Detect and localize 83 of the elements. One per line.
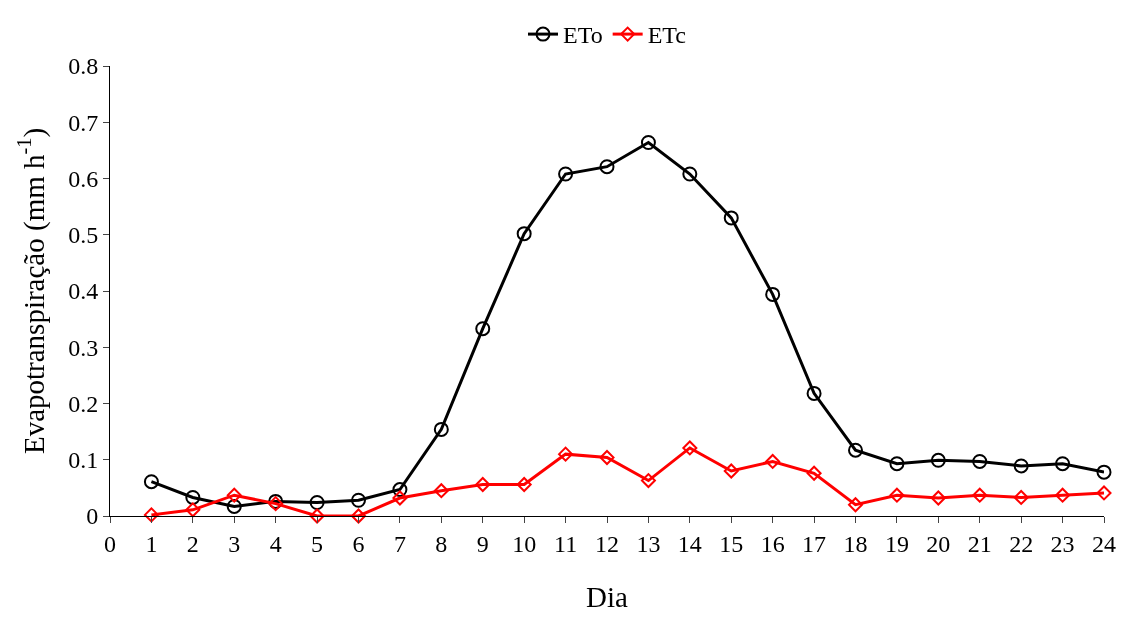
x-tick-label: 11 — [554, 530, 578, 557]
point — [848, 442, 863, 458]
point — [143, 507, 159, 523]
point — [392, 482, 408, 498]
y-tick-label: 0.5 — [68, 222, 99, 249]
point — [475, 321, 491, 337]
y-tick-label: 0.6 — [68, 165, 99, 192]
x-tick-label: 17 — [802, 530, 827, 557]
x-tick-label: 20 — [926, 530, 951, 557]
point — [889, 487, 905, 503]
point — [723, 463, 739, 479]
point — [640, 135, 656, 150]
x-tick-label: 21 — [967, 530, 992, 557]
x-tick-label: 10 — [512, 530, 537, 557]
point — [1096, 464, 1112, 480]
point — [930, 452, 946, 468]
point — [889, 456, 905, 472]
point — [475, 477, 491, 492]
legend-label: ETo — [563, 22, 603, 49]
point — [392, 490, 408, 506]
point — [599, 450, 615, 465]
y-tick-label: 0 — [86, 503, 99, 530]
point — [765, 286, 781, 302]
point — [682, 440, 698, 456]
point — [351, 492, 366, 508]
x-tick-label: 18 — [843, 530, 868, 557]
x-tick-label: 0 — [104, 530, 116, 557]
point — [806, 385, 822, 401]
point — [143, 474, 159, 490]
point — [640, 473, 656, 489]
point — [930, 490, 946, 506]
point — [972, 453, 988, 469]
point — [1096, 485, 1112, 501]
point — [682, 166, 698, 182]
point — [765, 453, 781, 469]
x-tick-label: 23 — [1050, 530, 1075, 557]
point — [848, 497, 863, 513]
point — [599, 159, 615, 175]
y-tick-label: 0.4 — [68, 278, 99, 305]
x-tick-label: 5 — [311, 530, 324, 557]
x-tick-label: 15 — [719, 530, 744, 557]
y-tick-label: 0.7 — [68, 109, 99, 136]
point — [972, 487, 988, 503]
x-axis-title: Dia — [586, 580, 629, 613]
x-tick-label: 2 — [186, 530, 199, 557]
y-tick-label: 0.3 — [68, 334, 99, 361]
point — [185, 502, 201, 518]
point — [185, 489, 201, 505]
point — [226, 487, 242, 503]
point — [226, 498, 242, 514]
y-tick-label: 0.8 — [68, 53, 99, 80]
point — [806, 465, 822, 481]
x-tick-label: 4 — [269, 530, 282, 557]
point — [433, 483, 449, 499]
x-tick-label: 24 — [1092, 530, 1116, 557]
point — [309, 495, 325, 510]
x-tick-label: 13 — [636, 530, 661, 557]
point — [516, 226, 532, 242]
point — [309, 508, 325, 524]
point — [351, 508, 366, 524]
point — [1055, 487, 1071, 503]
x-tick-label: 9 — [476, 530, 489, 557]
x-tick-label: 19 — [884, 530, 909, 557]
x-tick-label: 6 — [352, 530, 365, 557]
legend-label: ETc — [647, 22, 686, 49]
point — [723, 210, 739, 226]
point — [516, 477, 532, 492]
x-tick-label: 7 — [393, 530, 406, 557]
x-tick-label: 12 — [595, 530, 619, 557]
x-tick-label: 22 — [1009, 530, 1034, 557]
point — [1055, 456, 1071, 472]
point — [1013, 489, 1029, 505]
x-tick-label: 1 — [145, 530, 158, 557]
x-tick-label: 16 — [760, 530, 785, 557]
point — [1013, 458, 1029, 474]
x-tick-label: 14 — [677, 530, 702, 557]
point — [558, 446, 574, 462]
point — [433, 421, 449, 437]
x-tick-label: 8 — [435, 530, 448, 557]
y-tick-label: 0.2 — [68, 390, 99, 417]
point — [558, 166, 574, 182]
x-tick-label: 3 — [228, 530, 241, 557]
y-tick-label: 0.1 — [68, 447, 99, 474]
